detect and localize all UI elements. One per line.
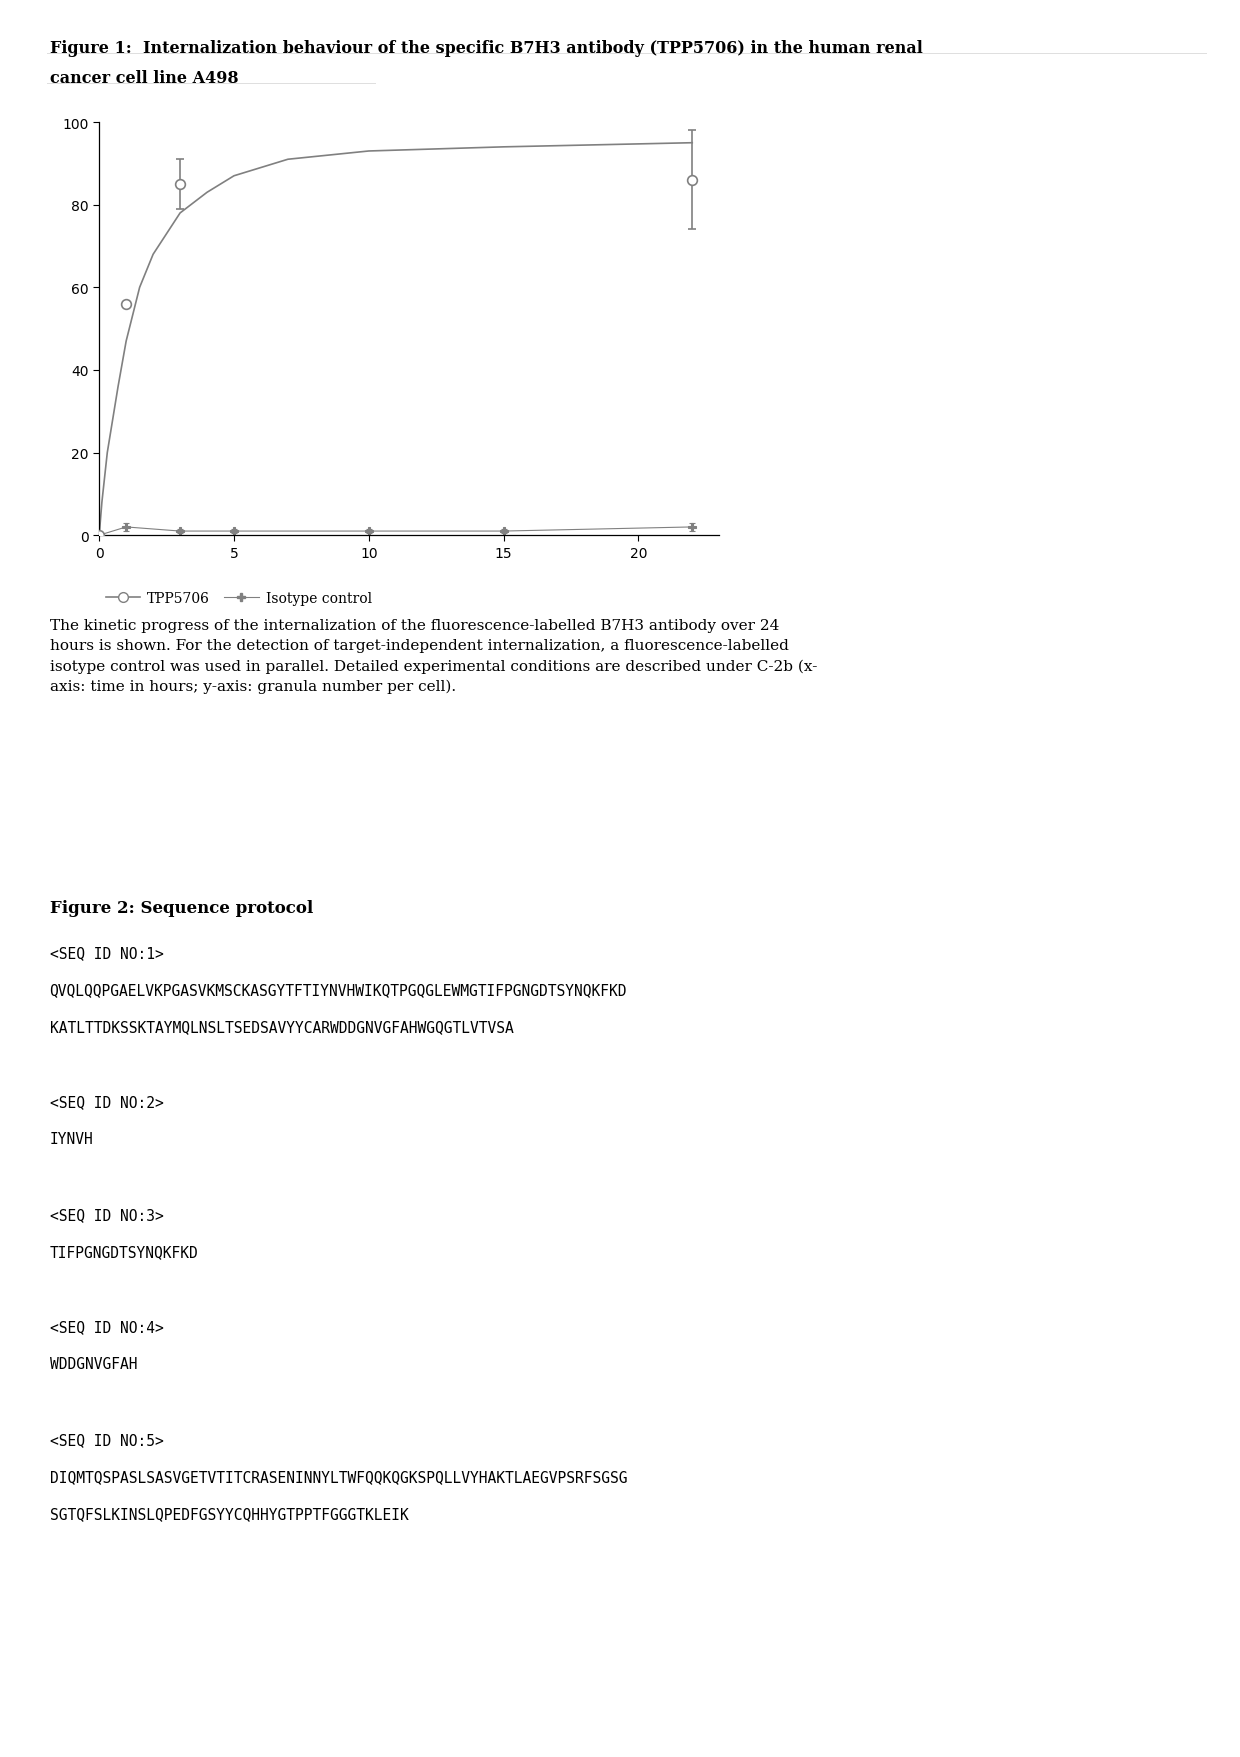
Text: The kinetic progress of the internalization of the fluorescence-labelled B7H3 an: The kinetic progress of the internalizat… [50, 618, 817, 694]
Legend: TPP5706, Isotype control: TPP5706, Isotype control [100, 587, 377, 611]
Text: <SEQ ID NO:5>: <SEQ ID NO:5> [50, 1432, 164, 1448]
Text: <SEQ ID NO:2>: <SEQ ID NO:2> [50, 1095, 164, 1110]
Text: SGTQFSLKINSLQPEDFGSYYCQHHYGTPPTFGGGTKLEIK: SGTQFSLKINSLQPEDFGSYYCQHHYGTPPTFGGGTKLEI… [50, 1506, 408, 1522]
Text: TIFPGNGDTSYNQKFKD: TIFPGNGDTSYNQKFKD [50, 1244, 198, 1260]
Text: DIQMTQSPASLSASVGETVTITCRASENINNYLTWFQQKQGKSPQLLVYHAKTLAEGVPSRFSGSG: DIQMTQSPASLSASVGETVTITCRASENINNYLTWFQQKQ… [50, 1469, 627, 1485]
Text: KATLTTDKSSKTAYMQLNSLTSEDSAVYYCARWDDGNVGFAHWGQGTLVTVSA: KATLTTDKSSKTAYMQLNSLTSEDSAVYYCARWDDGNVGF… [50, 1019, 513, 1035]
Text: WDDGNVGFAH: WDDGNVGFAH [50, 1356, 138, 1372]
Text: Figure 2: Sequence protocol: Figure 2: Sequence protocol [50, 900, 312, 917]
Text: IYNVH: IYNVH [50, 1132, 93, 1147]
Text: QVQLQQPGAELVKPGASVKMSCKASGYTFTIYNVHWIKQTPGQGLEWMGTIFPGNGDTSYNQKFKD: QVQLQQPGAELVKPGASVKMSCKASGYTFTIYNVHWIKQT… [50, 982, 627, 998]
Text: cancer cell line A498: cancer cell line A498 [50, 70, 238, 88]
Text: <SEQ ID NO:1>: <SEQ ID NO:1> [50, 945, 164, 961]
Text: Figure 1:  Internalization behaviour of the specific B7H3 antibody (TPP5706) in : Figure 1: Internalization behaviour of t… [50, 40, 923, 58]
Text: <SEQ ID NO:4>: <SEQ ID NO:4> [50, 1320, 164, 1335]
Text: <SEQ ID NO:3>: <SEQ ID NO:3> [50, 1207, 164, 1223]
